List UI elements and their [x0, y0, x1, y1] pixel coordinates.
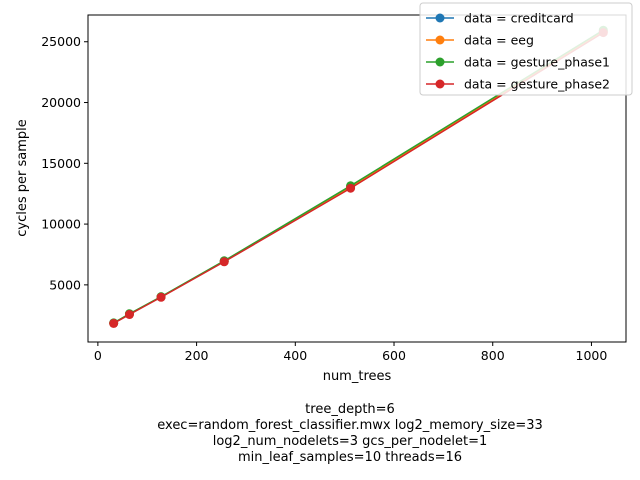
data-point: [109, 318, 119, 328]
caption-line-4: min_leaf_samples=10 threads=16: [238, 450, 462, 465]
legend-label: data = eeg: [464, 33, 534, 48]
y-tick-label: 25000: [41, 34, 81, 49]
axes-frame: [87, 14, 627, 343]
x-tick-label: 800: [481, 348, 505, 363]
y-axis-ticks: 5000 10000 15000 20000 25000: [41, 34, 88, 292]
data-point: [346, 183, 356, 193]
x-tick-label: 400: [283, 348, 307, 363]
data-point: [124, 310, 134, 320]
plot-area: [87, 14, 627, 343]
legend-marker: [435, 13, 445, 23]
legend-label: data = creditcard: [464, 11, 574, 26]
legend-label: data = gesture_phase2: [464, 77, 610, 92]
y-tick-label: 5000: [49, 277, 81, 292]
x-axis-label: num_trees: [323, 369, 392, 384]
x-tick-label: 1000: [576, 348, 608, 363]
x-tick-label: 600: [382, 348, 406, 363]
y-tick-label: 15000: [41, 156, 81, 171]
parameter-caption: tree_depth=6 exec=random_forest_classifi…: [157, 402, 543, 465]
caption-line-1: tree_depth=6: [305, 402, 395, 417]
y-axis-label: cycles per sample: [15, 119, 30, 237]
legend-box: [419, 2, 633, 96]
y-tick-label: 20000: [41, 95, 81, 110]
legend: data = creditcard data = eeg data = gestur…: [419, 2, 633, 96]
data-point: [219, 257, 229, 267]
caption-line-2: exec=random_forest_classifier.mwx log2_m…: [157, 418, 543, 433]
legend-label: data = gesture_phase1: [464, 55, 610, 70]
x-tick-label: 0: [94, 348, 102, 363]
data-point: [156, 292, 166, 302]
caption-line-3: log2_num_nodelets=3 gcs_per_nodelet=1: [213, 434, 488, 449]
legend-marker: [435, 35, 445, 45]
legend-marker: [435, 79, 445, 89]
y-tick-label: 10000: [41, 217, 81, 232]
x-axis-ticks: 0 200 400 600 800 1000: [94, 342, 608, 363]
x-tick-label: 200: [185, 348, 209, 363]
legend-marker: [435, 57, 445, 67]
series-layer: [109, 25, 608, 328]
